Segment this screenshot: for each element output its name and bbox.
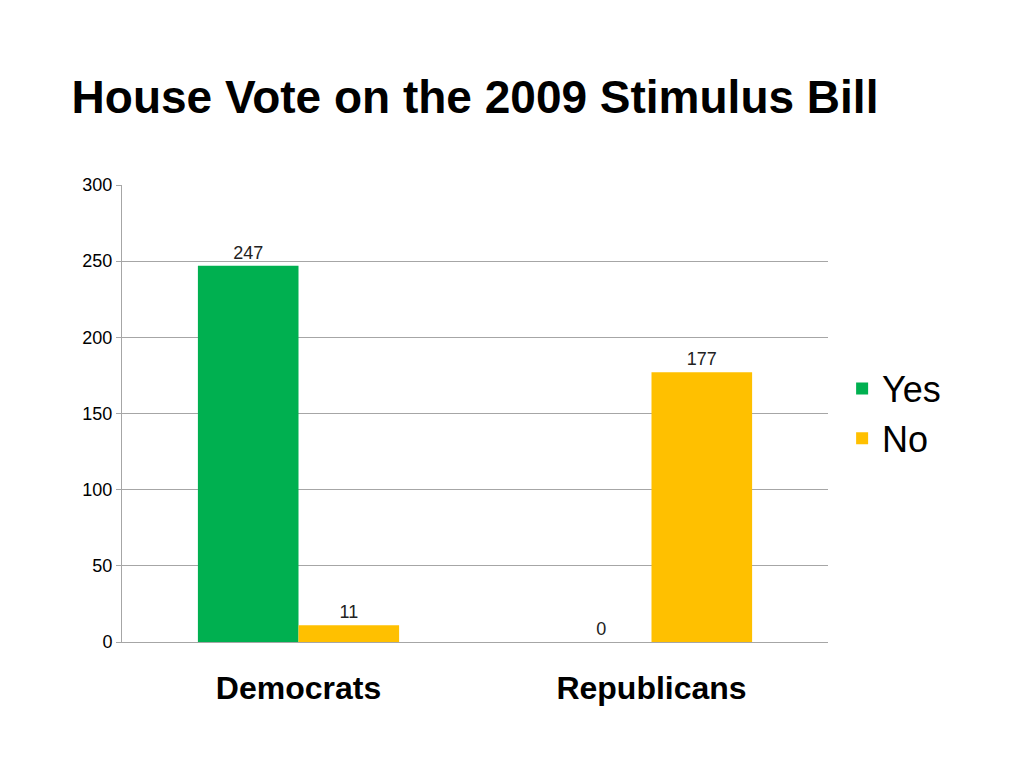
svg-text:Democrats: Democrats xyxy=(216,670,381,706)
svg-text:100: 100 xyxy=(82,480,112,500)
svg-text:House Vote on the 2009 Stimulu: House Vote on the 2009 Stimulus Bill xyxy=(72,71,879,123)
svg-text:0: 0 xyxy=(102,632,112,652)
svg-text:0: 0 xyxy=(596,619,606,639)
svg-text:150: 150 xyxy=(82,404,112,424)
svg-text:300: 300 xyxy=(82,175,112,195)
svg-text:Republicans: Republicans xyxy=(556,670,746,706)
svg-text:200: 200 xyxy=(82,328,112,348)
svg-text:250: 250 xyxy=(82,251,112,271)
svg-text:11: 11 xyxy=(339,602,358,622)
svg-text:247: 247 xyxy=(233,243,263,263)
svg-text:177: 177 xyxy=(687,349,717,369)
svg-text:Yes: Yes xyxy=(882,369,941,410)
svg-text:50: 50 xyxy=(92,556,112,576)
svg-text:No: No xyxy=(882,419,928,460)
